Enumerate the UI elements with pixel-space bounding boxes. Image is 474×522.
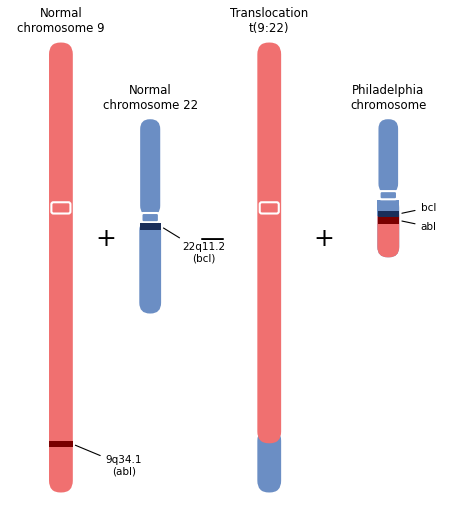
Bar [378,217,399,224]
FancyBboxPatch shape [141,213,159,222]
Text: 9q34.1
(abl): 9q34.1 (abl) [75,445,142,476]
Text: bcl: bcl [402,203,436,213]
FancyBboxPatch shape [140,119,160,216]
Text: Normal
chromosome 9: Normal chromosome 9 [17,7,105,35]
Text: 22q11.2
(bcl): 22q11.2 (bcl) [164,228,226,264]
Text: —: — [200,228,225,252]
FancyBboxPatch shape [260,202,279,213]
FancyBboxPatch shape [139,220,161,314]
FancyBboxPatch shape [257,42,281,443]
Bar [377,200,399,216]
Bar [378,211,399,217]
FancyBboxPatch shape [49,42,73,492]
FancyBboxPatch shape [378,119,398,193]
FancyBboxPatch shape [257,429,281,492]
Text: +: + [95,228,116,252]
FancyBboxPatch shape [377,206,399,257]
Bar [139,223,161,230]
FancyBboxPatch shape [380,191,397,199]
Text: +: + [313,228,334,252]
Bar [49,441,73,447]
FancyBboxPatch shape [51,202,71,213]
Text: abl: abl [402,221,437,232]
Text: Normal
chromosome 22: Normal chromosome 22 [103,84,198,112]
FancyBboxPatch shape [377,197,399,257]
Text: Philadelphia
chromosome: Philadelphia chromosome [350,84,427,112]
Text: Translocation
t(9:22): Translocation t(9:22) [230,7,309,35]
